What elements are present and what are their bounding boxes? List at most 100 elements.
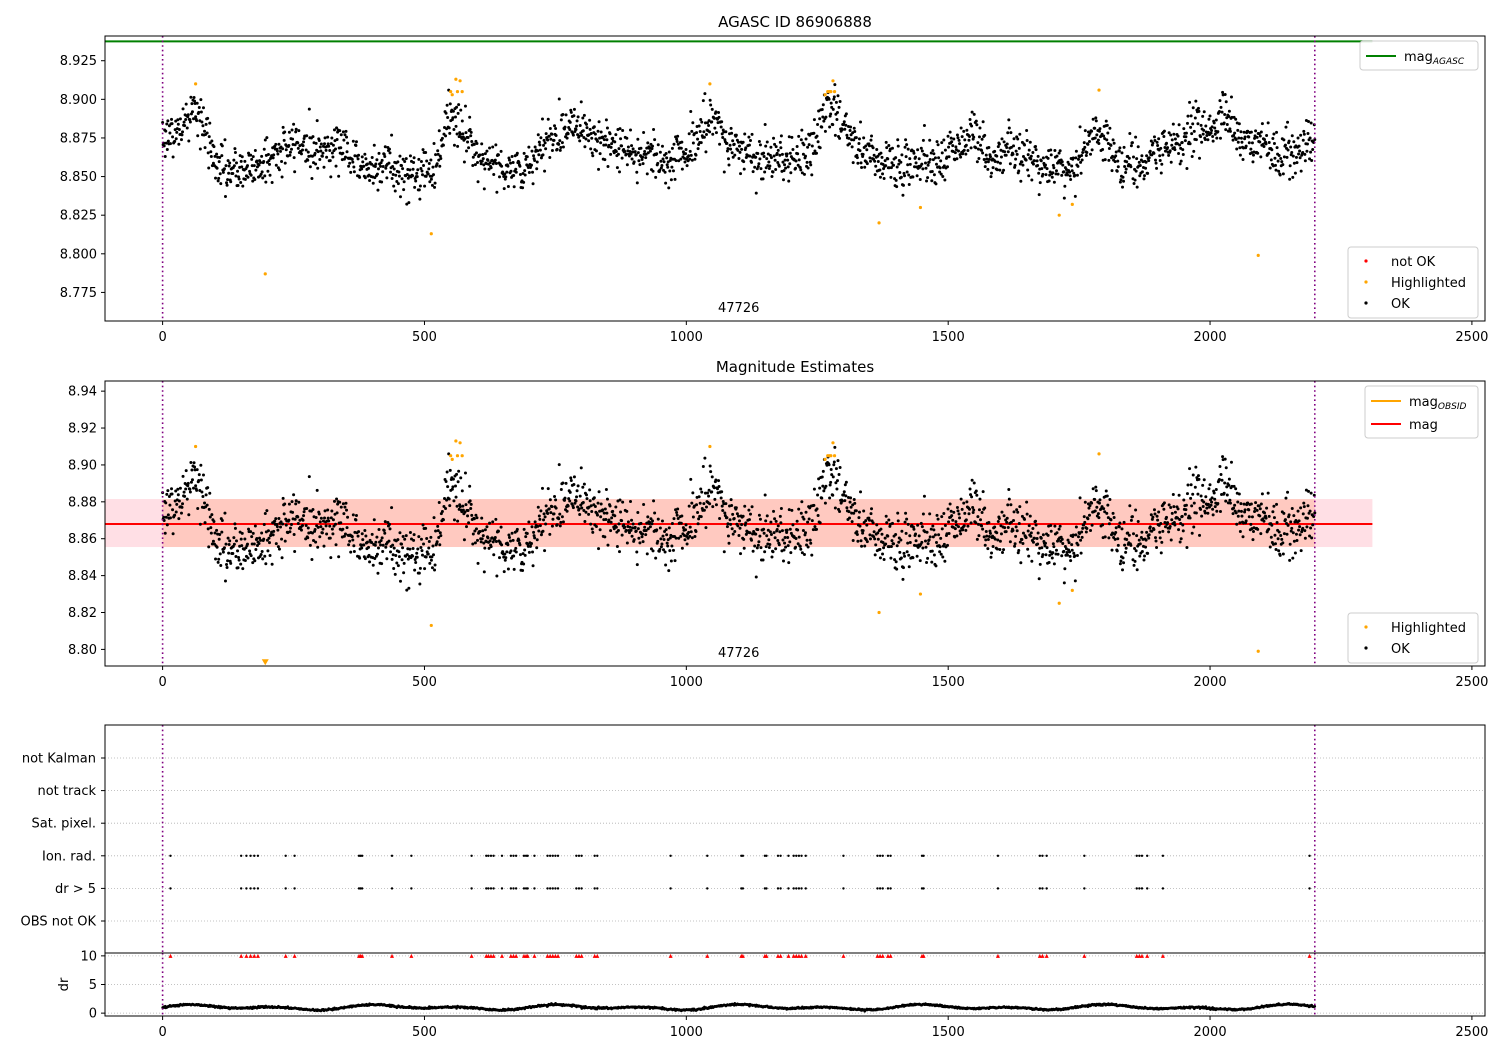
ok-point (782, 169, 786, 173)
ok-point (821, 115, 825, 119)
ok-point (290, 147, 293, 151)
ok-point (774, 519, 778, 523)
ok-point (788, 527, 792, 531)
ok-point (903, 520, 907, 524)
ok-point (206, 486, 210, 490)
ok-point (698, 501, 702, 505)
ok-point (907, 173, 911, 177)
ok-point (381, 549, 385, 553)
ok-point (237, 558, 241, 562)
highlighted-points (194, 439, 1260, 666)
ok-point (387, 522, 391, 526)
ok-point (1085, 151, 1089, 155)
ok-point (203, 146, 207, 150)
ok-point (833, 133, 837, 137)
ok-point (572, 483, 576, 487)
ok-point (875, 148, 879, 152)
ok-point (266, 529, 270, 533)
ok-point (441, 518, 445, 522)
ok-point (190, 478, 194, 482)
highlighted-point (1070, 202, 1074, 206)
ok-point (1281, 541, 1285, 545)
ok-point (1129, 165, 1133, 169)
ok-point (1272, 516, 1276, 520)
ok-point (1110, 169, 1114, 173)
ok-point (396, 182, 400, 186)
ok-point (1254, 501, 1258, 505)
ok-point (1299, 133, 1303, 137)
ok-point (396, 564, 400, 568)
ok-point (368, 560, 372, 564)
ok-point (1302, 505, 1306, 509)
flag-point (795, 887, 798, 890)
ok-point (731, 155, 735, 159)
ok-point (904, 138, 908, 142)
ok-point (731, 532, 735, 536)
ok-point (361, 160, 365, 164)
ok-point (1298, 533, 1302, 537)
ok-point (1262, 511, 1266, 515)
ok-point (1122, 145, 1126, 149)
ok-point (696, 510, 700, 514)
ok-point (468, 499, 472, 503)
ok-point (931, 149, 935, 153)
ok-point (379, 543, 383, 547)
ok-point (764, 545, 768, 549)
ok-point (754, 155, 758, 159)
ok-point (1056, 172, 1060, 176)
ok-point (360, 155, 364, 159)
ok-point (784, 545, 788, 549)
ok-point (419, 537, 423, 541)
ok-point (418, 184, 422, 188)
ok-point (352, 549, 356, 553)
ok-point (906, 163, 910, 167)
ok-point (455, 472, 459, 476)
ok-point (571, 506, 575, 510)
ok-point (1208, 114, 1212, 118)
ok-point (356, 534, 360, 538)
ok-point (1163, 149, 1167, 153)
ok-point (1201, 505, 1205, 509)
ok-point (1132, 532, 1135, 536)
highlighted-point (1057, 601, 1061, 605)
ok-point (876, 537, 880, 541)
ok-point (347, 543, 351, 547)
ok-points (161, 445, 1317, 592)
ok-point (211, 161, 215, 165)
ok-point (1114, 530, 1118, 534)
ok-point (383, 520, 387, 524)
ok-point (427, 540, 431, 544)
ok-point (259, 552, 263, 556)
ok-point (755, 546, 759, 550)
ok-point (1137, 160, 1141, 164)
ok-point (1062, 549, 1066, 553)
ok-point (1273, 163, 1277, 167)
ok-point (276, 528, 280, 532)
ok-point (646, 527, 650, 531)
ok-point (769, 532, 773, 536)
ok-point (870, 507, 874, 511)
ok-point (997, 142, 1001, 146)
ok-point (379, 539, 383, 543)
ok-point (730, 131, 734, 135)
ok-point (1297, 144, 1301, 148)
ok-point (524, 535, 528, 539)
ok-point (1102, 134, 1106, 138)
ok-point (287, 518, 291, 522)
ok-point (765, 534, 769, 538)
ok-point (1029, 534, 1033, 538)
ok-point (505, 170, 509, 174)
ok-point (687, 154, 691, 158)
magnitude-panel: 0 500 1000 1500 2000 2500 8.808.828.848.868.8… (68, 358, 1488, 690)
ok-point (342, 138, 346, 142)
flag-point (996, 854, 1000, 857)
ok-point (283, 539, 287, 543)
y-tick-label: 8.92 (68, 422, 97, 437)
ok-point (1217, 477, 1221, 481)
ok-point (829, 467, 833, 471)
ok-point (865, 523, 869, 527)
ok-point (314, 162, 318, 166)
ok-point (629, 128, 632, 132)
ok-point (527, 550, 531, 554)
